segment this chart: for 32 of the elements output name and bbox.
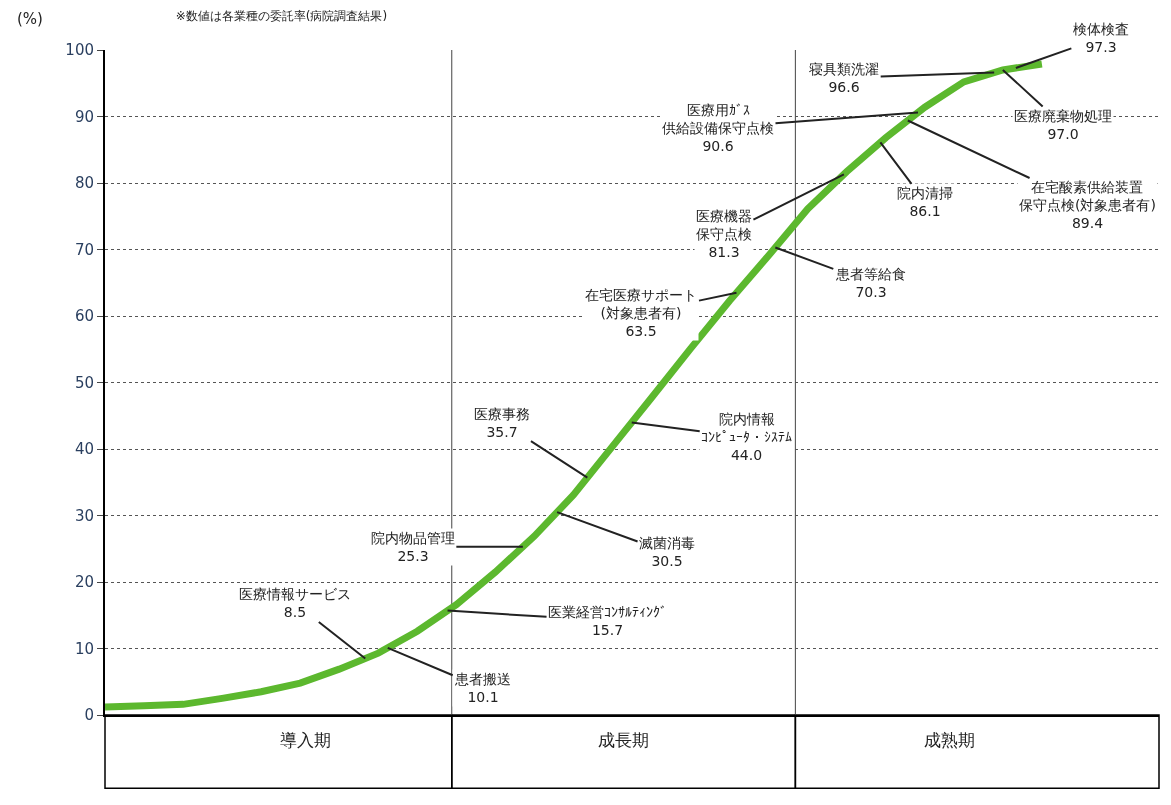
annotation: 在宅酸素供給装置保守点検(対象患者有) 89.4 [1019,179,1156,232]
annotation: 医療用ｶﾞｽ供給設備保守点検 90.6 [662,102,774,155]
y-tick-label: 0 [84,706,94,725]
y-tick-label: 40 [74,440,94,459]
y-tick-label: 50 [74,373,94,392]
annotation: 院内清掃 86.1 [897,185,953,220]
y-axis-title: (%) [17,10,43,28]
annotation: 患者搬送 10.1 [454,671,511,706]
annotation: 患者等給食 70.3 [835,266,906,301]
annotation: 医療廃棄物処理 97.0 [1014,108,1112,143]
annotation: 医業経営ｺﾝｻﾙﾃｨﾝｸﾞ 15.7 [548,604,667,639]
annotation: 院内物品管理 25.3 [371,530,455,565]
annotation: 検体検査 97.3 [1073,21,1129,56]
y-tick-label: 80 [74,174,94,193]
annotation: 院内情報ｺﾝﾋﾟｭｰﾀ・ｼｽﾃﾑ 44.0 [701,411,792,464]
annotation: 在宅医療サポート (対象患者有) 63.5 [585,287,697,340]
annotation: 医療情報サービス 8.5 [239,586,351,621]
y-tick-label: 60 [74,307,94,326]
annotation: 滅菌消毒 30.5 [639,535,695,570]
y-tick-label: 30 [74,506,94,525]
annotation: 寝具類洗濯 96.6 [809,61,879,96]
y-tick-label: 10 [74,639,94,658]
text: 導入期 [280,730,331,750]
annotation: 医療機器保守点検 81.3 [696,208,752,261]
text: 成長期 [598,730,649,750]
annotation: 医療事務 35.7 [474,406,530,441]
y-tick-label: 100 [65,41,94,60]
y-tick-label: 90 [74,107,94,126]
y-tick-label: 70 [74,240,94,259]
y-tick-label: 20 [74,573,94,592]
text: 成熟期 [924,730,975,750]
chart-title: ※数値は各業種の委託率(病院調査結果) [175,9,388,24]
